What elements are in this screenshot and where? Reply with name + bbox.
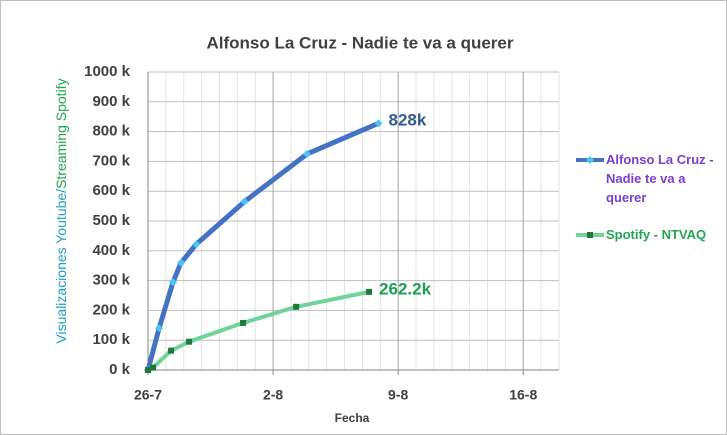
point (150, 364, 157, 371)
legend-label: Alfonso La Cruz - Nadie te va a querer (606, 152, 714, 205)
data-label: 262.2k (379, 279, 432, 298)
y-tick-label: 500 k (92, 212, 130, 229)
y-tick-label: 100 k (92, 331, 130, 348)
point (240, 197, 249, 206)
y-tick-label: 0 k (109, 361, 131, 378)
y-tick-label: 800 k (92, 123, 130, 140)
point (293, 303, 300, 310)
point (155, 324, 164, 333)
y-axis-title-part: Visualizaciones Youtube/ (53, 189, 69, 344)
point (145, 367, 151, 373)
legend-marker (587, 232, 593, 238)
y-tick-label: 400 k (92, 242, 130, 259)
x-tick-label: 26-7 (134, 387, 162, 403)
point (169, 278, 178, 287)
point (186, 338, 193, 345)
legend-marker (586, 156, 594, 164)
point (303, 149, 312, 158)
legend-label: Spotify - NTVAQ (606, 227, 707, 242)
data-label: 828k (389, 111, 427, 130)
x-tick-label: 16-8 (509, 387, 537, 403)
y-tick-label: 300 k (92, 272, 130, 289)
y-axis-title-part: Streaming Spotify (53, 78, 69, 189)
point (177, 258, 186, 267)
series-line (145, 120, 380, 371)
point (168, 347, 175, 354)
y-tick-label: 900 k (92, 93, 130, 110)
chart-title: Alfonso La Cruz - Nadie te va a querer (206, 33, 513, 52)
point (192, 240, 201, 249)
y-axis-title: Visualizaciones Youtube/Streaming Spotif… (53, 78, 69, 343)
y-tick-label: 700 k (92, 152, 130, 169)
point (374, 119, 383, 128)
x-tick-label: 2-8 (263, 387, 283, 403)
y-tick-label: 600 k (92, 182, 130, 199)
point (240, 319, 247, 326)
point (366, 288, 373, 295)
x-axis-title: Fecha (335, 411, 370, 425)
y-tick-label: 200 k (92, 301, 130, 318)
x-tick-label: 9-8 (388, 387, 408, 403)
y-tick-label: 1000 k (84, 63, 131, 80)
